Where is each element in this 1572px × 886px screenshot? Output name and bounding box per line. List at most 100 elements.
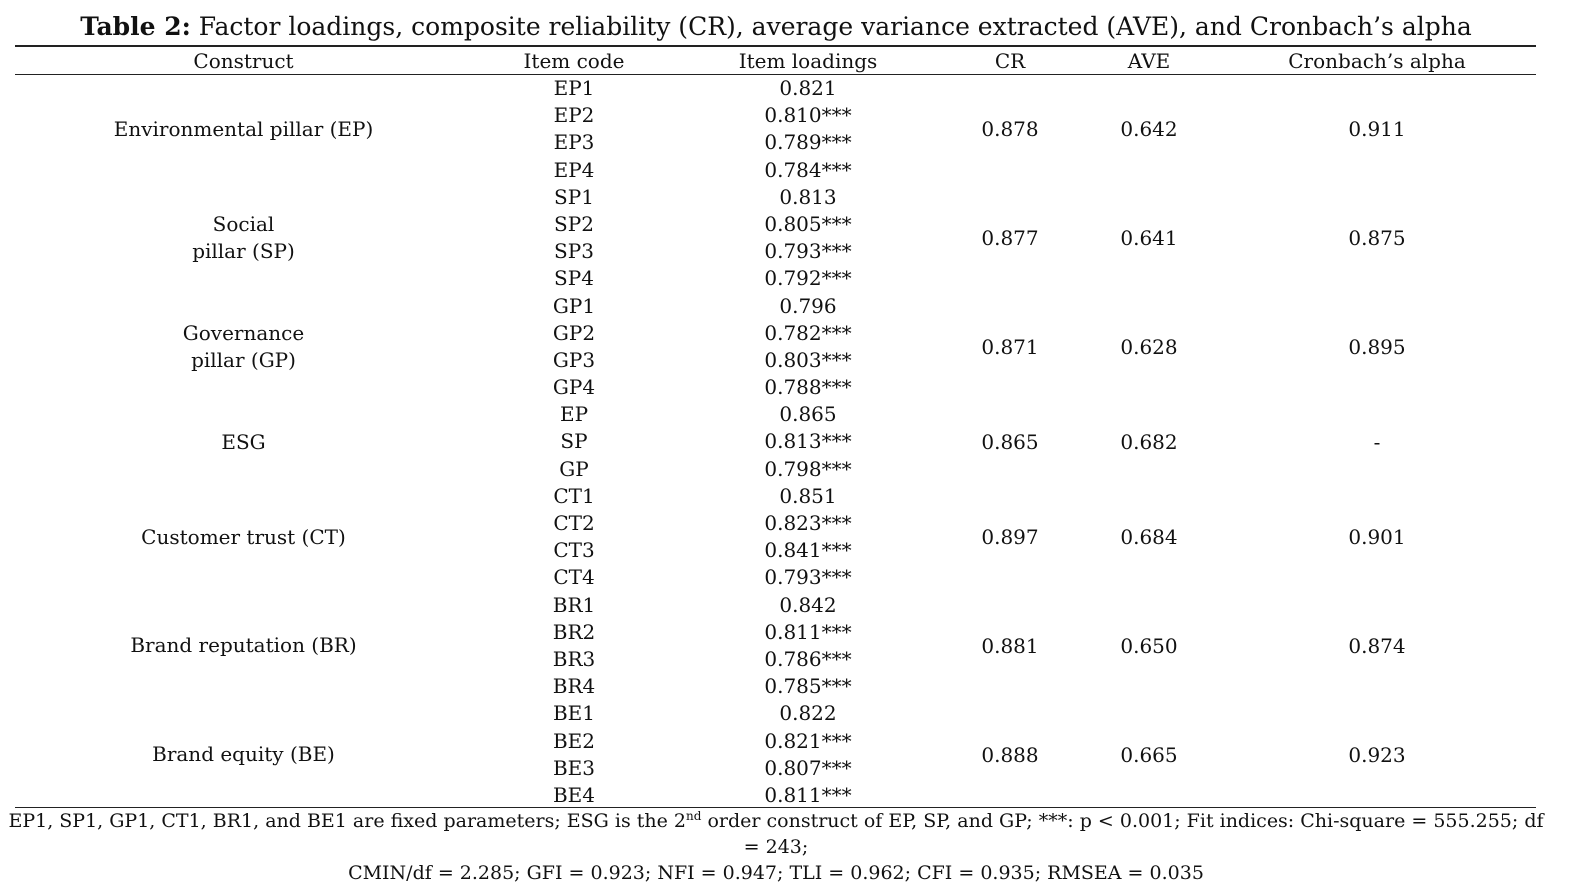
cr-value: 0.865 — [981, 430, 1039, 455]
item-code: CT1 — [553, 483, 595, 508]
item-loading: 0.793*** — [764, 565, 852, 590]
table-body: Environmental pillar (EP) 0.878 0.642 0.911… — [0, 75, 1572, 809]
item-loading: 0.788*** — [764, 375, 852, 400]
table-row: SP 0.813*** — [0, 428, 1572, 455]
item-loading: 0.841*** — [764, 538, 852, 563]
item-loading: 0.784*** — [764, 157, 852, 182]
table-row: EP 0.865 — [0, 401, 1572, 428]
item-code: SP1 — [554, 184, 594, 209]
table-row: BR3 0.786*** — [0, 646, 1572, 673]
cr-value: 0.888 — [981, 742, 1039, 767]
construct-line: pillar (GP) — [191, 347, 296, 372]
item-code: SP3 — [554, 239, 594, 264]
ave-value: 0.682 — [1120, 430, 1178, 455]
item-loading: 0.782*** — [764, 320, 852, 345]
item-code: GP4 — [552, 375, 596, 400]
item-loading: 0.793*** — [764, 239, 852, 264]
table-row: GP4 0.788*** — [0, 374, 1572, 401]
table-row: SP1 0.813 — [0, 184, 1572, 211]
item-loading: 0.798*** — [764, 456, 852, 481]
caption-label: Table 2: — [80, 12, 191, 41]
cronbach-alpha-value: 0.895 — [1348, 334, 1406, 359]
construct-group: Social pillar (SP) 0.877 0.641 0.875 SP1 0.813… — [0, 184, 1572, 293]
cr-value: 0.897 — [981, 525, 1039, 550]
header-cronbach-alpha: Cronbach’s alpha — [1288, 49, 1466, 73]
construct-group: Customer trust (CT) 0.897 0.684 0.901 CT1 0.8… — [0, 483, 1572, 592]
ave-value: 0.628 — [1120, 334, 1178, 359]
table-row: GP 0.798*** — [0, 456, 1572, 483]
cronbach-alpha-value: 0.901 — [1348, 525, 1406, 550]
table-row: CT1 0.851 — [0, 483, 1572, 510]
item-loading: 0.805*** — [764, 211, 852, 236]
item-loading: 0.823*** — [764, 511, 852, 535]
construct-group: Governance pillar (GP) 0.871 0.628 0.895 GP1 0… — [0, 293, 1572, 402]
table-row: BE2 0.821*** — [0, 728, 1572, 755]
table-footnote: EP1, SP1, GP1, CT1, BR1, and BE1 are fix… — [0, 808, 1552, 886]
footnote-line2: CMIN/df = 2.285; GFI = 0.923; NFI = 0.94… — [348, 862, 1204, 884]
table-row: GP2 0.782*** — [0, 320, 1572, 347]
construct-name: Brand reputation (BR) — [40, 592, 447, 701]
item-code: BE4 — [552, 782, 596, 807]
header-construct: Construct — [193, 49, 294, 73]
table-row: CT3 0.841*** — [0, 537, 1572, 564]
item-loading: 0.811*** — [764, 782, 852, 807]
cr-value: 0.877 — [981, 226, 1039, 251]
item-code: EP2 — [553, 103, 595, 128]
item-loading: 0.813*** — [764, 429, 852, 454]
item-code: BR2 — [552, 619, 596, 644]
table-row: EP4 0.784*** — [0, 157, 1572, 184]
cronbach-alpha-value: 0.874 — [1348, 633, 1406, 658]
item-code: EP3 — [553, 130, 595, 155]
header-cr: CR — [994, 49, 1026, 73]
footnote-part1: EP1, SP1, GP1, CT1, BR1, and BE1 are fix… — [8, 810, 686, 832]
item-loading: 0.785*** — [764, 674, 852, 699]
item-code: BR3 — [552, 646, 596, 671]
caption-text: Factor loadings, composite reliability (… — [190, 12, 1472, 41]
construct-line: ESG — [221, 429, 266, 454]
item-code: GP3 — [552, 347, 596, 372]
item-code: EP4 — [553, 157, 595, 182]
item-code: CT2 — [553, 511, 595, 535]
item-code: SP — [560, 429, 588, 454]
construct-name: Customer trust (CT) — [40, 483, 447, 592]
item-code: SP2 — [554, 211, 594, 236]
construct-name: Environmental pillar (EP) — [40, 75, 447, 184]
cronbach-alpha-value: 0.923 — [1348, 742, 1406, 767]
table-row: SP4 0.792*** — [0, 265, 1572, 292]
item-loading: 0.865 — [779, 402, 837, 427]
cr-value: 0.871 — [981, 334, 1039, 359]
item-loading: 0.796 — [779, 293, 837, 318]
construct-group: Environmental pillar (EP) 0.878 0.642 0.911… — [0, 75, 1572, 184]
header-ave: AVE — [1127, 49, 1171, 73]
table-row: GP1 0.796 — [0, 293, 1572, 320]
table-row: BE4 0.811*** — [0, 782, 1572, 809]
header-item-loadings: Item loadings — [738, 49, 878, 73]
construct-line: Environmental pillar (EP) — [113, 116, 374, 141]
item-code: CT3 — [553, 538, 595, 563]
construct-name: ESG — [40, 401, 447, 483]
table-row: GP3 0.803*** — [0, 347, 1572, 374]
item-loading: 0.822 — [779, 701, 837, 726]
item-code: EP1 — [553, 76, 595, 100]
item-loading: 0.792*** — [764, 266, 852, 291]
item-code: EP — [559, 402, 589, 427]
item-loading: 0.803*** — [764, 347, 852, 372]
item-code: GP2 — [552, 320, 596, 345]
item-code: BE3 — [552, 755, 596, 780]
item-code: GP1 — [552, 293, 596, 318]
construct-group: ESG 0.865 0.682 - EP 0.865 SP 0.813*** GP 0.798**… — [0, 401, 1572, 483]
ave-value: 0.684 — [1120, 525, 1178, 550]
item-code: GP — [559, 456, 589, 481]
header-item-code: Item code — [523, 49, 625, 73]
item-code: BR1 — [552, 592, 596, 617]
table-row: CT2 0.823*** — [0, 510, 1572, 537]
ave-value: 0.642 — [1120, 117, 1178, 142]
cronbach-alpha-value: 0.911 — [1348, 117, 1406, 142]
item-loading: 0.810*** — [764, 103, 852, 128]
table-row: EP1 0.821 — [0, 75, 1572, 102]
top-rule — [15, 45, 1536, 47]
bottom-rule — [15, 807, 1536, 808]
footnote-part2: order construct of EP, SP, and GP; ***: … — [701, 810, 1544, 858]
ave-value: 0.650 — [1120, 633, 1178, 658]
item-loading: 0.811*** — [764, 619, 852, 644]
